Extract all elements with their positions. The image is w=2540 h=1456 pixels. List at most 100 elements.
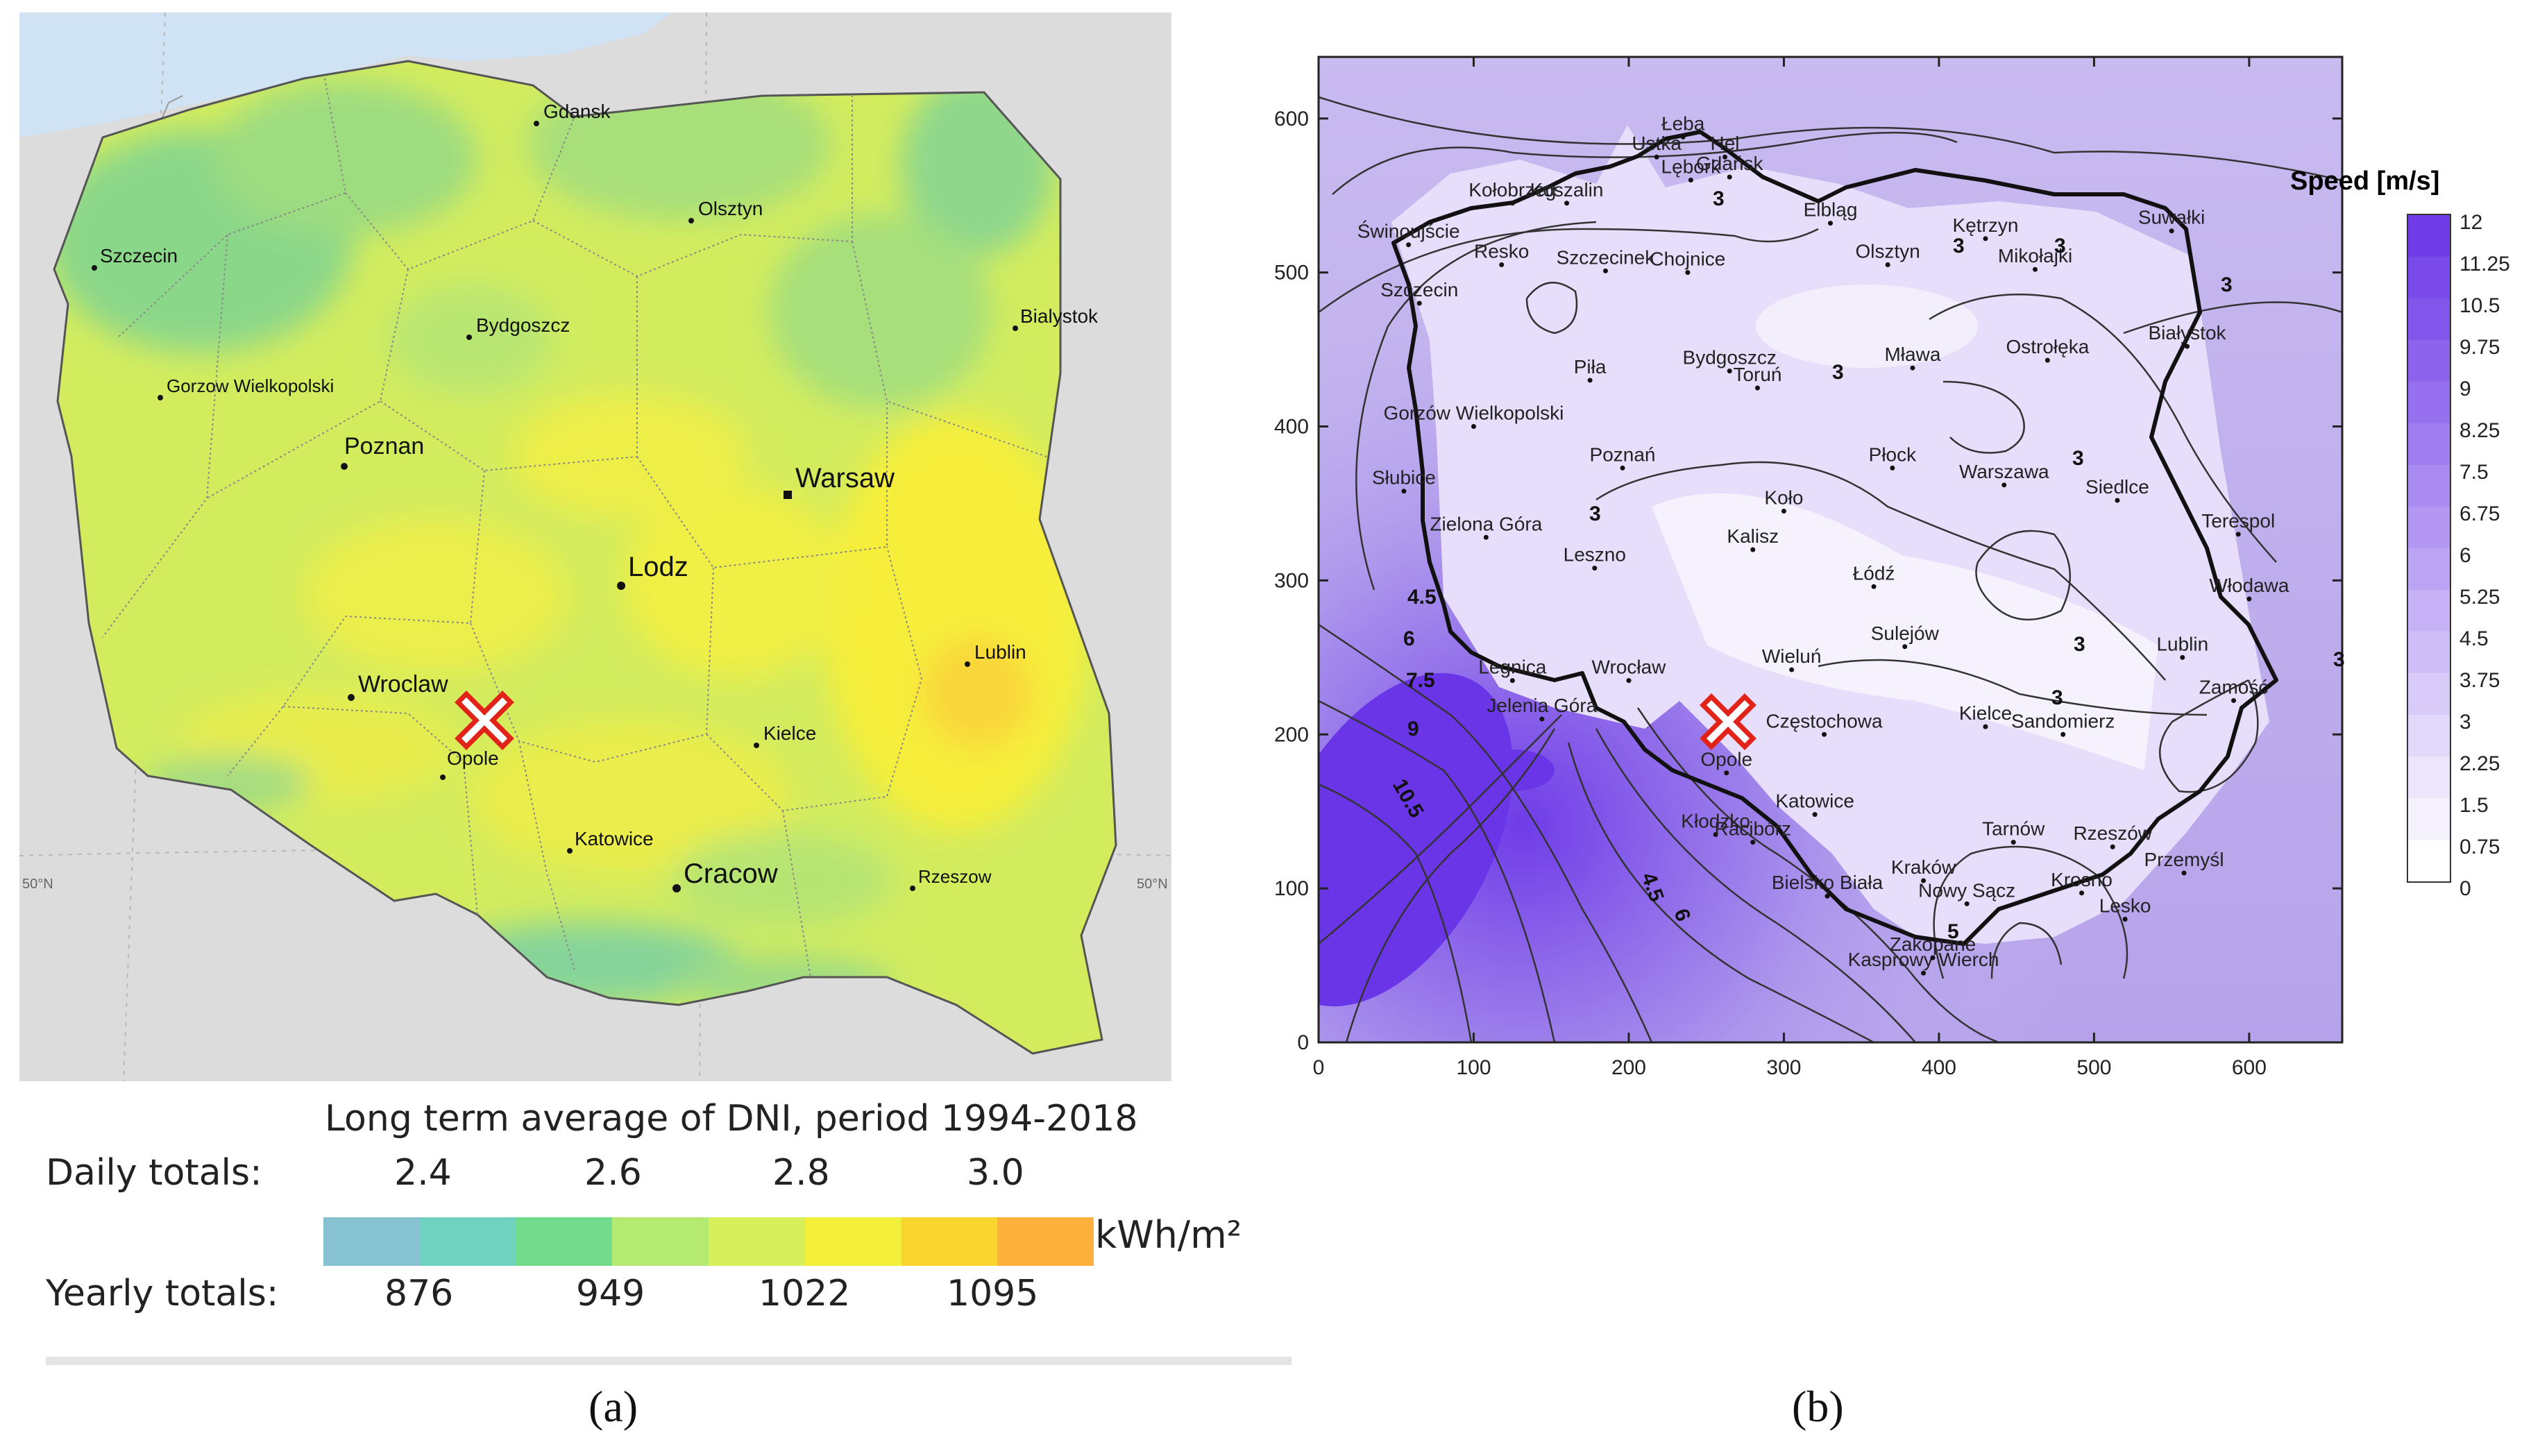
daily-totals-label: Daily totals: — [46, 1152, 262, 1194]
city-label: Białystok — [2148, 322, 2226, 344]
legend-title: Long term average of DNI, period 1994-20… — [325, 1098, 1138, 1140]
lat-label-right: 50°N — [1137, 877, 1168, 892]
city-gdansk: Gdansk — [543, 101, 611, 122]
city-point — [1416, 300, 1422, 306]
city-label: Racibórz — [1715, 818, 1791, 840]
legend-swatch — [901, 1217, 998, 1266]
x-tick-label: 200 — [1611, 1056, 1646, 1079]
colorbar-swatch — [2408, 590, 2450, 632]
city-label: Wieluń — [1762, 645, 1822, 667]
city-label: Przemyśl — [2144, 849, 2224, 870]
colorbar-swatch — [2408, 257, 2450, 298]
daily-value: 2.6 — [584, 1152, 642, 1194]
city-lublin: Lublin — [974, 641, 1026, 663]
city-point — [2079, 890, 2085, 896]
city-label: Mława — [1884, 344, 1940, 365]
city-label: Koło — [1764, 487, 1803, 509]
city-label: Koszalin — [1530, 179, 1604, 201]
colorbar-tick-label: 8.25 — [2459, 419, 2500, 442]
city-label: Suwałki — [2138, 207, 2205, 228]
city-label: Lublin — [2156, 633, 2208, 654]
city-point — [1685, 270, 1691, 276]
colorbar-tick-label: 7.5 — [2459, 461, 2489, 484]
legend-swatch — [612, 1217, 709, 1266]
city-point — [1602, 268, 1608, 273]
city-wroclaw: Wroclaw — [358, 671, 448, 697]
x-tick-label: 500 — [2076, 1056, 2111, 1079]
city-point — [1620, 465, 1625, 471]
legend-swatch — [709, 1217, 805, 1266]
city-label: Tarnów — [1982, 818, 2045, 840]
colorbar-tick-label: 10.5 — [2459, 294, 2500, 317]
axis-ticks: 0 100 200 300 400 500 600 0 100 200 300 400 500 600 — [1274, 57, 2342, 1079]
contour-label: 4.5 — [1407, 586, 1437, 609]
y-tick-label: 500 — [1274, 262, 1309, 285]
city-point — [1688, 178, 1693, 183]
y-tick-label: 400 — [1274, 416, 1309, 439]
colorbar-tick-label: 5.25 — [2459, 586, 2500, 609]
x-tick-label: 0 — [1313, 1056, 1325, 1079]
y-tick-label: 200 — [1274, 723, 1309, 746]
city-label: Sandomierz — [2011, 710, 2115, 731]
contour-label: 3 — [1953, 235, 1965, 257]
city-olsztyn: Olsztyn — [698, 198, 763, 219]
colorbar-swatch — [2408, 465, 2450, 507]
city-label: Legnica — [1478, 657, 1547, 678]
panel-b: 0 100 200 300 400 500 600 0 100 200 300 400 500 600 Ł… — [1221, 21, 2540, 1110]
city-point — [1789, 667, 1795, 672]
contour-label: 3 — [2054, 235, 2066, 257]
city-point — [2169, 228, 2174, 234]
colorbar-tick-label: 9 — [2459, 378, 2471, 400]
city-point — [1983, 724, 1988, 729]
city-katowice: Katowice — [575, 828, 654, 849]
city-rzeszow: Rzeszow — [918, 866, 992, 887]
city-label: Lębork — [1661, 156, 1722, 178]
city-label: Rzeszów — [2073, 822, 2152, 844]
city-point — [1483, 534, 1489, 540]
city-point — [1592, 566, 1598, 571]
city-point — [2033, 266, 2038, 272]
city-point — [1626, 678, 1632, 684]
daily-value: 2.8 — [772, 1152, 830, 1194]
city-label: Ostrołęka — [2006, 336, 2089, 357]
colorbar-tick-label: 1.5 — [2459, 794, 2489, 817]
colorbar-tick-label: 12 — [2459, 211, 2483, 234]
city-label: Kasprowy Wierch — [1848, 949, 1999, 970]
city-label: Szczecin — [1380, 279, 1458, 300]
city-label: Bydgoszcz — [1683, 347, 1777, 369]
city-bydgoszcz: Bydgoszcz — [476, 314, 570, 336]
contour-label: 6 — [1403, 627, 1415, 650]
city-point — [1539, 716, 1545, 722]
colorbar-tick-label: 3 — [2459, 711, 2471, 734]
legend-swatch — [419, 1217, 516, 1266]
y-tick-label: 0 — [1297, 1031, 1309, 1054]
colorbar-swatch — [2408, 548, 2450, 590]
contour-label: 7.5 — [1406, 669, 1435, 692]
city-point — [1750, 547, 1756, 552]
city-label: Jelenia Góra — [1487, 695, 1597, 716]
dni-map: Gdansk Olsztyn Szczecin Bialystok Bydgos… — [19, 12, 1172, 1082]
colorbar: Speed [m/s] 12 11.25 10.5 9.75 9 8.25 7.5 6.75 6… — [2290, 167, 2540, 902]
poland-border — [1391, 130, 2278, 946]
colorbar-scale — [2407, 214, 2451, 883]
yearly-value: 1095 — [947, 1273, 1039, 1314]
colorbar-tick-label: 6.75 — [2459, 502, 2500, 525]
colorbar-swatch — [2408, 382, 2450, 423]
city-point — [2060, 731, 2066, 737]
city-point — [1871, 584, 1877, 589]
contour-label: 3 — [2051, 686, 2063, 709]
city-point — [1401, 489, 1407, 494]
lat-label-left: 50°N — [22, 877, 53, 892]
colorbar-tick-label: 11.25 — [2459, 253, 2510, 276]
city-label: Wrocław — [1592, 657, 1667, 678]
colorbar-swatch — [2408, 423, 2450, 465]
city-point — [1750, 840, 1756, 845]
poland-border — [53, 60, 1117, 1055]
panel-a: Gdansk Olsztyn Szczecin Bialystok Bydgos… — [19, 12, 1172, 1082]
yearly-value: 876 — [384, 1273, 454, 1314]
x-tick-label: 400 — [1922, 1056, 1956, 1079]
contour-lines — [1319, 96, 2342, 1042]
city-point — [2185, 344, 2190, 349]
city-label: Katowice — [1775, 790, 1854, 812]
contour-label: 3 — [2333, 648, 2345, 671]
